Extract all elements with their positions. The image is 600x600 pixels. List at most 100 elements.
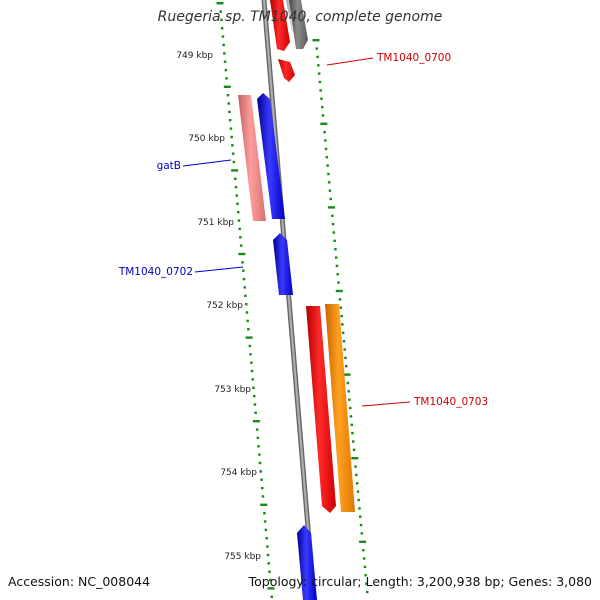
- left-scale-major-tick: [252, 420, 260, 423]
- right-scale-minor-tick: [341, 331, 345, 334]
- right-scale-major-tick: [320, 122, 328, 125]
- left-scale-minor-tick: [257, 445, 260, 448]
- gene-orange[interactable]: [325, 304, 355, 512]
- right-scale-minor-tick: [355, 473, 358, 477]
- left-scale-minor-tick: [223, 60, 227, 63]
- left-scale-minor-tick: [241, 261, 244, 264]
- scale-label-752: 752 kbp: [206, 301, 243, 311]
- gene-gatB[interactable]: [238, 95, 266, 221]
- left-scale-minor-tick: [258, 461, 262, 465]
- right-scale-minor-tick: [352, 440, 355, 443]
- right-scale-major-tick: [359, 540, 367, 543]
- gene-label-tm1040-0700[interactable]: TM1040_0700: [376, 52, 451, 64]
- scale-labels: 749 kbp 750 kbp 751 kbp 752 kbp 753 kbp …: [176, 51, 261, 562]
- right-scale-minor-tick: [351, 431, 354, 435]
- right-scale-minor-tick: [343, 348, 346, 351]
- left-scale-minor-tick: [261, 486, 264, 490]
- left-scale-minor-tick: [231, 144, 234, 147]
- left-scale-minor-tick: [238, 227, 241, 231]
- right-scale-minor-tick: [363, 565, 367, 569]
- left-scale-minor-tick: [242, 269, 245, 272]
- left-scale-minor-tick: [231, 152, 235, 155]
- left-scale-minor-tick: [254, 411, 257, 414]
- left-scale-minor-tick: [221, 35, 225, 38]
- right-scale-minor-tick: [321, 114, 325, 117]
- gene-gray[interactable]: [289, 0, 308, 49]
- gene-blue-1[interactable]: [257, 93, 285, 219]
- left-scale-minor-tick: [244, 294, 247, 297]
- left-scale-minor-tick: [258, 453, 261, 456]
- left-scale-minor-tick: [265, 537, 268, 540]
- right-scale-minor-tick: [336, 273, 339, 276]
- gene-labels: TM1040_0700 gatB TM1040_0702 TM1040_0703: [118, 52, 488, 408]
- right-scale-minor-tick: [334, 248, 337, 251]
- gene-red-top[interactable]: [270, 0, 290, 51]
- right-scale-major-tick: [312, 39, 320, 42]
- left-scale-minor-tick: [234, 177, 237, 180]
- right-scale-minor-tick: [315, 47, 318, 50]
- left-scale-minor-tick: [250, 369, 254, 373]
- left-scale-major-tick: [223, 85, 231, 88]
- left-scale-minor-tick: [234, 185, 238, 189]
- left-scale-minor-tick: [242, 277, 246, 281]
- right-scale-minor-tick: [317, 72, 321, 75]
- gene-label-gatB[interactable]: gatB: [157, 160, 181, 172]
- right-scale-minor-tick: [316, 55, 319, 59]
- right-scale-major-tick: [343, 373, 351, 376]
- left-scale-minor-tick: [232, 160, 236, 164]
- right-scale-minor-tick: [317, 64, 320, 67]
- right-scale-minor-tick: [324, 147, 328, 151]
- left-scale-minor-tick: [249, 353, 252, 356]
- right-scale-minor-tick: [348, 406, 352, 410]
- left-scale-major-tick: [267, 587, 275, 590]
- right-scale-minor-tick: [327, 172, 330, 176]
- left-scale-major-tick: [216, 2, 224, 5]
- right-scale-minor-tick: [347, 390, 350, 393]
- left-scale-minor-tick: [228, 110, 231, 114]
- left-scale-minor-tick: [228, 119, 232, 122]
- scale-label-749: 749 kbp: [176, 51, 213, 61]
- gene-features: [238, 0, 355, 600]
- right-scale-minor-tick: [323, 131, 326, 134]
- scale-label-755: 755 kbp: [224, 552, 261, 562]
- left-scale-minor-tick: [237, 219, 241, 222]
- gene-tm1040-0703[interactable]: [306, 306, 336, 513]
- left-scale-minor-tick: [250, 361, 253, 364]
- right-scale-minor-tick: [338, 298, 342, 301]
- right-scale-minor-tick: [318, 80, 322, 84]
- left-scale-minor-tick: [269, 578, 272, 582]
- right-scale-minor-tick: [358, 507, 361, 510]
- right-scale-major-tick: [335, 289, 343, 293]
- right-scale-minor-tick: [321, 105, 324, 109]
- right-scale-minor-tick: [340, 314, 343, 318]
- left-scale-minor-tick: [266, 545, 269, 548]
- left-scale-minor-tick: [223, 52, 226, 55]
- left-scale-minor-tick: [266, 553, 270, 557]
- left-scale-minor-tick: [248, 344, 252, 348]
- scale-label-754: 754 kbp: [220, 468, 257, 478]
- gene-tm1040-0700[interactable]: [278, 59, 295, 82]
- backbone: [261, 0, 317, 600]
- gene-blue-2[interactable]: [297, 525, 317, 600]
- left-scale-minor-tick: [239, 244, 243, 247]
- label-leaders: [182, 57, 411, 407]
- left-scale-minor-tick: [220, 27, 224, 30]
- right-scale-minor-tick: [325, 156, 329, 159]
- right-scale-minor-tick: [328, 189, 332, 192]
- left-scale-minor-tick: [239, 236, 242, 239]
- left-scale-major-tick: [260, 503, 268, 506]
- gene-tm1040-0702[interactable]: [273, 233, 293, 295]
- right-scale-minor-tick: [360, 532, 364, 535]
- left-scale-minor-tick: [225, 77, 228, 80]
- gene-label-tm1040-0702[interactable]: TM1040_0702: [118, 266, 193, 278]
- right-scale-minor-tick: [357, 498, 360, 502]
- right-scale-minor-tick: [334, 256, 338, 259]
- left-scale-minor-tick: [267, 562, 270, 565]
- right-scale-minor-tick: [337, 281, 340, 284]
- right-scale-minor-tick: [350, 423, 353, 426]
- gene-label-tm1040-0703[interactable]: TM1040_0703: [413, 396, 488, 408]
- right-scale-minor-tick: [355, 482, 359, 485]
- left-scale-minor-tick: [235, 194, 238, 197]
- right-scale-major-tick: [328, 206, 335, 209]
- right-scale-minor-tick: [331, 222, 335, 226]
